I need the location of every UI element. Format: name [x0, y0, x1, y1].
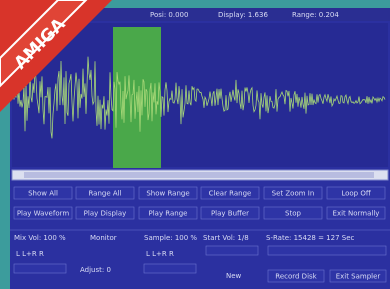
- slider[interactable]: [268, 246, 386, 255]
- control-label: Mix Vol: 100 %: [14, 234, 66, 242]
- control-label: Adjust: 0: [80, 266, 111, 274]
- slider[interactable]: [14, 264, 66, 273]
- button-label[interactable]: Play Buffer: [211, 210, 249, 218]
- button-label[interactable]: Play Waveform: [17, 210, 70, 218]
- button-label[interactable]: Record Disk: [275, 273, 317, 281]
- screen: AMIGA Posi: 0.000Display: 1.636Range: 0.…: [0, 0, 390, 289]
- scroll-thumb[interactable]: [24, 172, 374, 178]
- button-label[interactable]: Set Zoom In: [272, 190, 315, 198]
- control-label: L L+R R: [16, 250, 44, 258]
- button-label[interactable]: Show All: [28, 190, 58, 198]
- status-field: Range: 0.204: [292, 11, 339, 19]
- button-label[interactable]: Stop: [285, 210, 301, 218]
- status-field: Posi: 0.000: [150, 11, 188, 19]
- button-label[interactable]: Show Range: [146, 190, 189, 198]
- button-label[interactable]: Exit Sampler: [336, 273, 381, 281]
- slider[interactable]: [144, 264, 196, 273]
- control-label: Sample: 100 %: [144, 234, 197, 242]
- button-label[interactable]: Play Range: [148, 210, 187, 218]
- button-label[interactable]: Play Display: [84, 210, 127, 218]
- button-label[interactable]: Exit Normally: [333, 210, 380, 218]
- control-label: Monitor: [90, 234, 117, 242]
- status-field: Display: 1.636: [218, 11, 268, 19]
- control-label: L L+R R: [146, 250, 174, 258]
- button-label[interactable]: Range All: [88, 190, 121, 198]
- button-label[interactable]: Loop Off: [341, 190, 371, 198]
- control-label: S-Rate: 15428 = 127 Sec: [266, 234, 355, 242]
- slider[interactable]: [206, 246, 258, 255]
- control-label: New: [226, 272, 242, 280]
- button-label[interactable]: Clear Range: [209, 190, 252, 198]
- control-label: Start Vol: 1/8: [203, 234, 249, 242]
- page: AMIGA Posi: 0.000Display: 1.636Range: 0.…: [0, 0, 390, 289]
